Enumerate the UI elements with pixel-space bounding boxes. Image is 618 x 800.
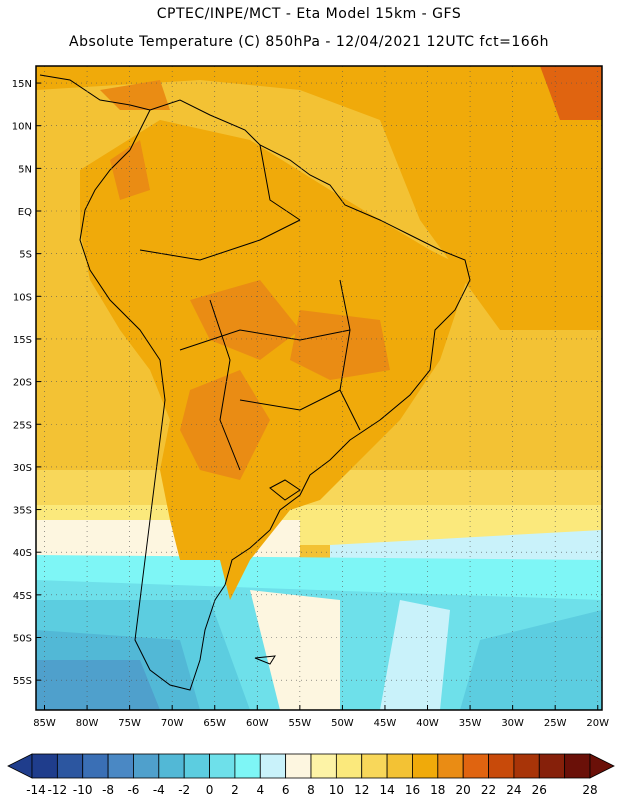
colorbar-label: -8 xyxy=(102,783,114,797)
lon-label: 55W xyxy=(289,718,312,729)
colorbar: -14 -12 -10 -8 -6 -4 -2 0 2 4 6 8 10 12 14 16 18 20 22 24 26… xyxy=(7,753,615,797)
lat-label: 10S xyxy=(13,292,32,303)
lat-label: 10N xyxy=(12,122,32,133)
colorbar-swatch xyxy=(488,753,515,779)
colorbar-swatch xyxy=(335,753,363,779)
lat-label: 5S xyxy=(19,250,32,261)
plot-frame xyxy=(35,65,603,711)
lon-label: 25W xyxy=(544,718,567,729)
lon-label: 35W xyxy=(459,718,482,729)
lat-label: 35S xyxy=(13,506,32,517)
temperature-field xyxy=(36,66,602,710)
lon-label: 30W xyxy=(501,718,524,729)
colorbar-label: 12 xyxy=(354,783,369,797)
colorbar-swatch xyxy=(386,753,413,779)
colorbar-label: -6 xyxy=(127,783,139,797)
colorbar-label: 24 xyxy=(506,783,521,797)
lat-label: 20S xyxy=(13,378,32,389)
colorbar-label: -2 xyxy=(178,783,190,797)
lon-label: 20W xyxy=(586,718,609,729)
colorbar-label: 28 xyxy=(582,783,597,797)
lat-label: 40S xyxy=(13,548,32,559)
colorbar-label: 10 xyxy=(329,783,344,797)
colorbar-swatch xyxy=(56,753,84,779)
colorbar-swatch xyxy=(437,753,464,779)
lat-label: 15N xyxy=(12,79,32,90)
lon-label: 50W xyxy=(331,718,354,729)
colorbar-label: 16 xyxy=(405,783,420,797)
colorbar-label: -14 xyxy=(26,783,46,797)
lat-label: EQ xyxy=(18,207,32,218)
colorbar-swatch xyxy=(513,753,540,779)
colorbar-label: 18 xyxy=(430,783,445,797)
lat-label: 45S xyxy=(13,591,32,602)
colorbar-label: 26 xyxy=(532,783,547,797)
colorbar-swatch xyxy=(31,753,58,779)
colorbar-swatch xyxy=(310,753,337,779)
colorbar-swatch xyxy=(564,753,591,779)
colorbar-label: -4 xyxy=(153,783,165,797)
lon-label: 65W xyxy=(203,718,226,729)
colorbar-label: 22 xyxy=(481,783,496,797)
lat-label: 50S xyxy=(13,633,32,644)
colorbar-swatch xyxy=(412,753,439,779)
colorbar-swatch xyxy=(133,753,160,779)
colorbar-high-arrow xyxy=(589,753,615,779)
lon-label: 60W xyxy=(246,718,269,729)
lat-label: 30S xyxy=(13,463,32,474)
colorbar-low-arrow xyxy=(7,753,33,779)
colorbar-swatch xyxy=(538,753,566,779)
colorbar-swatch xyxy=(158,753,185,779)
colorbar-swatch xyxy=(462,753,489,779)
colorbar-label: 4 xyxy=(256,783,264,797)
latitude-labels: 15N 10N 5N EQ 5S 10S 15S 20S 25S 30S 35S 40S 45S 50S 5… xyxy=(12,79,41,687)
lat-label: 25S xyxy=(13,420,32,431)
colorbar-swatch xyxy=(82,753,109,779)
colorbar-label: 8 xyxy=(307,783,315,797)
lon-label: 80W xyxy=(76,718,99,729)
colorbar-label: -10 xyxy=(73,783,93,797)
colorbar-swatch xyxy=(361,753,388,779)
colorbar-label: 0 xyxy=(206,783,214,797)
lon-label: 70W xyxy=(161,718,184,729)
lon-label: 75W xyxy=(118,718,141,729)
map-title-line2: Absolute Temperature (C) 850hPa - 12/04/… xyxy=(69,34,549,50)
colorbar-swatch xyxy=(259,753,287,779)
colorbar-label: 20 xyxy=(456,783,471,797)
longitude-labels: 85W 80W 75W 70W 65W 60W 55W 50W 45W 40W 35W 30W 25W 2… xyxy=(33,705,609,729)
colorbar-label: 6 xyxy=(282,783,290,797)
colorbar-label: -12 xyxy=(48,783,68,797)
colorbar-label: 14 xyxy=(379,783,394,797)
lon-label: 40W xyxy=(416,718,439,729)
lat-label: 15S xyxy=(13,335,32,346)
lon-label: 85W xyxy=(33,718,56,729)
colorbar-swatch xyxy=(234,753,261,779)
colorbar-swatch xyxy=(285,753,312,779)
coastline xyxy=(39,74,471,691)
colorbar-swatch xyxy=(183,753,210,779)
map-title-line1: CPTEC/INPE/MCT - Eta Model 15km - GFS xyxy=(156,6,462,22)
lon-label: 45W xyxy=(374,718,397,729)
lat-label: 55S xyxy=(13,676,32,687)
colorbar-swatch xyxy=(107,753,134,779)
lat-label: 5N xyxy=(18,164,32,175)
colorbar-label: 2 xyxy=(231,783,239,797)
colorbar-swatch xyxy=(209,753,236,779)
